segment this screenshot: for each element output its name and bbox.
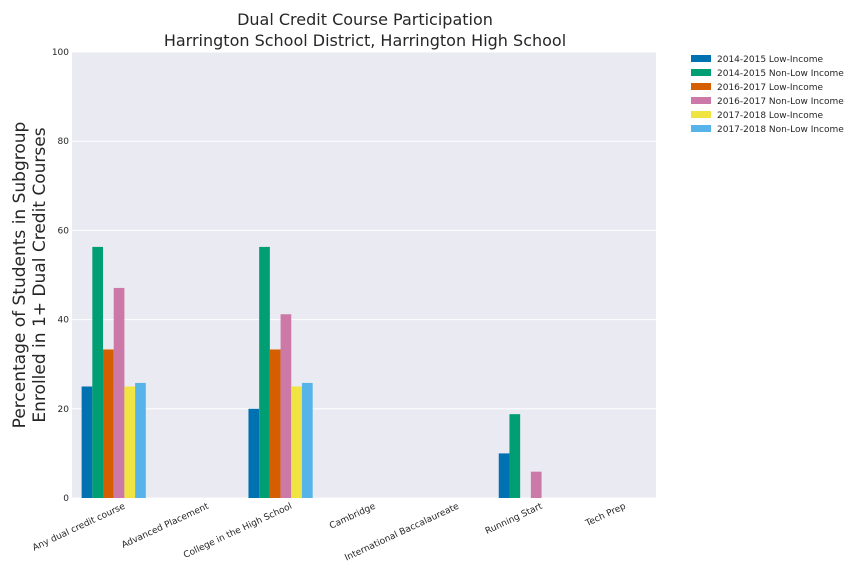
- grid-lines: [72, 51, 656, 499]
- y-tick-label: 100: [52, 48, 69, 58]
- bar-2014-2015-low-income-0: [81, 386, 93, 498]
- y-axis-label-line-2: Enrolled in 1+ Dual Credit Courses: [30, 127, 50, 422]
- legend-swatch: [691, 83, 711, 90]
- chart-title-line-2: Harrington School District, Harrington H…: [164, 31, 566, 50]
- bar-2017-2018-low-income-2: [291, 386, 302, 498]
- legend-label: 2017-2018 Low-Income: [717, 111, 823, 121]
- bar-2016-2017-low-income-2: [269, 349, 281, 498]
- y-axis-label-line-1: Percentage of Students in Subgroup: [10, 122, 30, 429]
- legend-label: 2016-2017 Low-Income: [717, 83, 823, 93]
- bar-2014-2015-non-low-income-2: [259, 246, 270, 498]
- y-tick-label: 20: [58, 405, 70, 415]
- bar-2014-2015-low-income-2: [248, 408, 260, 498]
- y-tick-label: 0: [63, 494, 69, 504]
- bar-2016-2017-non-low-income-5: [530, 471, 542, 498]
- bar-2014-2015-non-low-income-5: [509, 414, 521, 498]
- bars: [81, 246, 542, 498]
- y-tick-label: 40: [58, 316, 70, 326]
- bar-2017-2018-non-low-income-2: [301, 382, 313, 498]
- bar-2016-2017-non-low-income-2: [280, 314, 292, 498]
- legend-label: 2017-2018 Non-Low Income: [717, 125, 844, 135]
- legend-swatch: [691, 69, 711, 76]
- legend-label: 2014-2015 Non-Low Income: [717, 69, 844, 79]
- legend-swatch: [691, 111, 711, 118]
- y-tick-label: 60: [58, 226, 70, 236]
- bar-2017-2018-non-low-income-0: [135, 382, 146, 498]
- bar-2016-2017-low-income-0: [103, 349, 114, 498]
- legend-swatch: [691, 97, 711, 104]
- bar-2016-2017-non-low-income-0: [113, 287, 125, 498]
- legend-label: 2016-2017 Non-Low Income: [717, 97, 844, 107]
- plot-area: [72, 52, 656, 498]
- legend-swatch: [691, 125, 711, 132]
- bar-2017-2018-low-income-0: [124, 386, 136, 498]
- legend-swatch: [691, 55, 711, 62]
- bar-2014-2015-low-income-5: [498, 453, 510, 498]
- chart-title-line-1: Dual Credit Course Participation: [237, 10, 493, 29]
- legend: 2014-2015 Low-Income 2014-2015 Non-Low In…: [691, 55, 844, 135]
- legend-label: 2014-2015 Low-Income: [717, 55, 823, 65]
- bar-2014-2015-non-low-income-0: [92, 246, 104, 498]
- y-tick-labels: 0 20 40 60 80 100: [52, 48, 69, 504]
- y-tick-label: 80: [58, 137, 70, 147]
